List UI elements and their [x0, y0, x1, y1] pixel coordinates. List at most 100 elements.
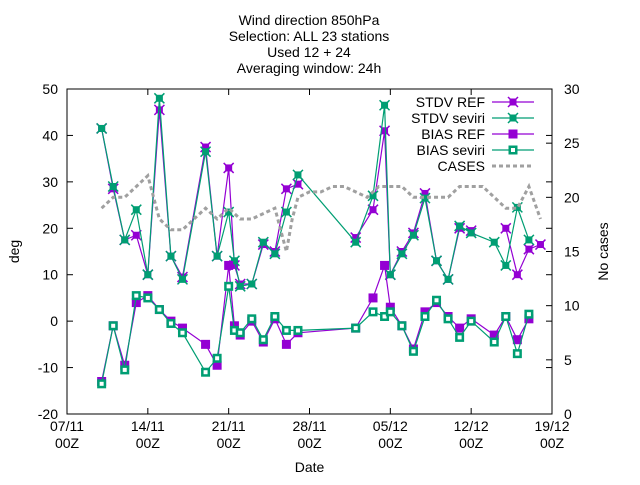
marker-box	[380, 260, 390, 270]
marker-hole	[249, 316, 254, 321]
data-point	[229, 321, 239, 331]
marker-hole	[388, 309, 393, 314]
x-tick-label: 05/12	[373, 418, 408, 434]
title-line: Wind direction 850hPa	[239, 12, 380, 28]
series-cases	[100, 172, 542, 252]
data-point	[489, 330, 499, 340]
x-tick-label-time: 00Z	[136, 435, 161, 451]
marker-cross	[511, 269, 523, 281]
marker-hole	[122, 367, 127, 372]
data-point	[176, 273, 189, 285]
data-point	[281, 339, 291, 349]
series-line	[101, 265, 530, 382]
marker-hole	[215, 356, 220, 361]
marker-cross	[384, 269, 396, 281]
data-point	[432, 295, 442, 305]
marker-cross	[507, 96, 519, 108]
data-point	[142, 269, 154, 281]
marker-box	[512, 335, 522, 345]
legend-marker	[507, 112, 519, 124]
marker-hole	[457, 335, 462, 340]
marker-cross	[223, 206, 235, 218]
marker-cross	[500, 259, 512, 271]
x-tick-label: 21/11	[212, 418, 246, 434]
data-point	[351, 323, 361, 333]
data-point	[396, 248, 408, 260]
marker-hole	[411, 349, 416, 354]
data-point	[501, 312, 511, 321]
axis-ticks: -20-100102030405005101520253007/1100Z14/…	[38, 81, 580, 451]
data-point	[200, 146, 212, 158]
data-point	[131, 298, 141, 308]
marker-hole	[469, 319, 474, 324]
data-point	[489, 337, 499, 347]
x-tick-label-time: 00Z	[217, 435, 242, 451]
data-point	[153, 92, 165, 104]
marker-cross	[292, 169, 304, 181]
data-point	[165, 250, 177, 262]
data-point	[454, 220, 466, 232]
data-point	[246, 278, 258, 290]
marker-box	[420, 307, 430, 317]
marker-hole	[145, 295, 150, 300]
data-point	[154, 305, 164, 315]
y2-tick-label: 25	[564, 135, 580, 151]
marker-box	[212, 360, 222, 370]
data-point	[108, 321, 118, 331]
marker-hole	[492, 340, 497, 345]
data-point	[384, 269, 396, 281]
data-point	[280, 206, 292, 218]
marker-cross	[257, 236, 269, 248]
legend-marker	[508, 145, 518, 155]
data-point	[408, 346, 418, 356]
x-tick-label-time: 00Z	[459, 435, 484, 451]
marker-box	[120, 360, 130, 370]
marker-cross	[523, 234, 535, 246]
data-point	[443, 314, 453, 324]
data-point	[177, 328, 187, 338]
data-point	[211, 250, 223, 262]
y2-tick-label: 20	[564, 189, 580, 205]
marker-hole	[353, 326, 358, 331]
marker-cross	[350, 236, 362, 248]
title-line: Used 12 + 24	[267, 44, 351, 60]
marker-hole	[399, 323, 404, 328]
data-point	[153, 104, 165, 116]
data-point	[201, 367, 211, 377]
legend-marker	[507, 96, 519, 108]
marker-cross	[442, 273, 454, 285]
data-point	[96, 122, 108, 134]
data-point	[523, 234, 535, 246]
marker-cross	[523, 243, 535, 255]
y-tick-label: 0	[50, 313, 58, 329]
marker-box	[177, 323, 187, 333]
marker-box	[455, 323, 465, 333]
marker-cross	[500, 222, 512, 234]
data-point	[455, 332, 465, 342]
marker-cross	[130, 229, 142, 241]
y-tick-label: 10	[42, 267, 58, 283]
data-point	[500, 259, 512, 271]
legend-label: BIAS seviri	[417, 142, 485, 158]
data-point	[224, 260, 234, 270]
marker-hole	[157, 307, 162, 312]
legend-label: STDV seviri	[411, 110, 485, 126]
x-tick-label-time: 00Z	[55, 435, 80, 451]
marker-cross	[269, 248, 281, 260]
marker-hole	[99, 381, 104, 386]
y2-tick-label: 30	[564, 81, 580, 97]
y-tick-label: 50	[42, 81, 58, 97]
legend-label: STDV REF	[416, 94, 485, 110]
x-tick-label: 14/11	[131, 418, 165, 434]
y2-tick-label: 5	[564, 352, 572, 368]
marker-cross	[234, 280, 246, 292]
marker-hole	[284, 328, 289, 333]
marker-cross	[534, 239, 546, 251]
data-point	[512, 349, 522, 359]
data-point	[229, 325, 239, 335]
data-point	[385, 307, 395, 317]
